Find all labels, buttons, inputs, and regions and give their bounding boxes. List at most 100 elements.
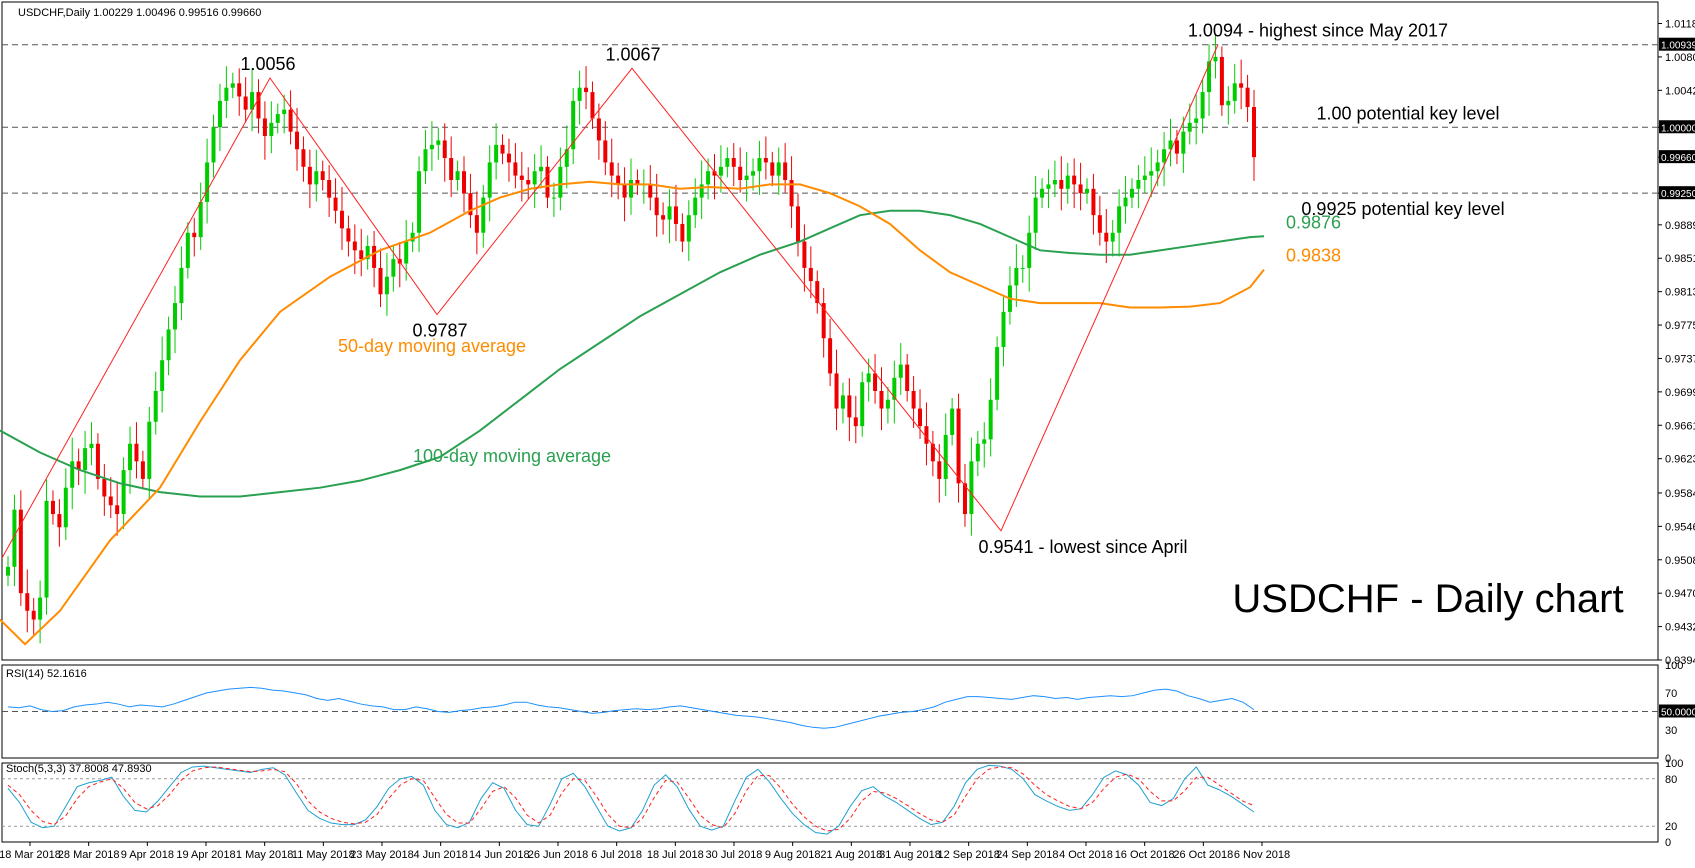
- x-tick-label: 31 Aug 2018: [879, 849, 941, 861]
- candle-body: [1040, 188, 1045, 198]
- candle-body: [706, 171, 711, 185]
- rsi-tick-label: 0: [1665, 753, 1671, 765]
- price-annotation: 1.0056: [240, 54, 295, 74]
- candle-body: [12, 509, 17, 567]
- candle-body: [1162, 149, 1167, 163]
- candle-body: [1200, 92, 1205, 119]
- candle-body: [866, 373, 871, 383]
- candle-body: [102, 478, 107, 497]
- candle-body: [487, 162, 492, 198]
- candle-body: [635, 180, 640, 185]
- price-tick-label: 0.96990: [1665, 387, 1695, 399]
- price-tick-label: 1.00800: [1665, 52, 1695, 64]
- x-tick-label: 4 Oct 2018: [1059, 849, 1113, 861]
- x-tick-label: 18 Mar 2018: [0, 849, 61, 861]
- price-annotation: 0.9925 potential key level: [1301, 199, 1504, 219]
- x-tick-label: 21 Aug 2018: [820, 849, 882, 861]
- rsi-tick-label: 50.0000: [1661, 708, 1695, 719]
- price-annotation: 0.9838: [1286, 246, 1341, 266]
- price-tick-label: 0.97750: [1665, 320, 1695, 332]
- price-tick-label: 0.98510: [1665, 253, 1695, 265]
- candle-body: [1110, 232, 1115, 242]
- candle-body: [789, 180, 794, 207]
- candle-body: [873, 373, 878, 391]
- candle-body: [1194, 118, 1199, 123]
- candle-body: [1091, 188, 1096, 216]
- rsi-panel: 100 70 50.0000 30 0: [1, 660, 1695, 765]
- candle-body: [545, 166, 550, 198]
- candle-body: [1104, 232, 1109, 242]
- candle-body: [975, 443, 980, 462]
- candle-body: [1226, 100, 1231, 106]
- x-tick-label: 14 Jun 2018: [469, 849, 530, 861]
- candle-body: [526, 180, 531, 185]
- candle-body: [372, 245, 377, 268]
- candle-body: [339, 210, 344, 229]
- price-tick-label: 1.01180: [1665, 19, 1695, 31]
- x-tick-label: 18 Jul 2018: [647, 849, 704, 861]
- candle-body: [76, 461, 81, 471]
- candle-body: [1046, 184, 1051, 189]
- candle-body: [50, 500, 55, 515]
- candle-body: [654, 197, 659, 216]
- stoch-tick-label: 80: [1665, 774, 1677, 786]
- x-tick-label: 12 Sep 2018: [937, 849, 999, 861]
- candle-body: [262, 118, 267, 137]
- candle-body: [776, 162, 781, 176]
- stoch-tick-label: 100: [1665, 758, 1683, 770]
- candle-body: [956, 408, 961, 484]
- candle-body: [1207, 61, 1212, 93]
- candle-body: [564, 149, 569, 167]
- price-label-text: 0.99660: [1661, 153, 1695, 164]
- candle-body: [1245, 87, 1250, 108]
- x-tick-label: 9 Apr 2018: [121, 849, 174, 861]
- candle-body: [301, 149, 306, 167]
- candle-body: [577, 87, 582, 101]
- price-label-box: [1659, 120, 1695, 134]
- panel-frame: [1, 762, 1659, 843]
- candle-body: [25, 593, 30, 611]
- candle-body: [795, 206, 800, 242]
- candle-body: [217, 100, 222, 128]
- candle-body: [31, 610, 36, 620]
- candle-body: [603, 140, 608, 163]
- candle-body: [1078, 184, 1083, 194]
- candle-body: [995, 347, 1000, 400]
- ma100-line: [0, 209, 1265, 498]
- candle-body: [179, 267, 184, 304]
- panel-frame: [1, 1, 1659, 661]
- ma50-line: [0, 180, 1265, 646]
- candle-body: [1187, 122, 1192, 132]
- candle-body: [160, 360, 165, 391]
- candle-body: [962, 483, 967, 515]
- candle-body: [937, 461, 942, 479]
- candle-body: [860, 382, 865, 427]
- candle-body: [821, 303, 826, 339]
- price-label-text: 0.99250: [1661, 189, 1695, 200]
- candle-body: [731, 158, 736, 167]
- candle-body: [198, 201, 203, 238]
- zigzag-trend-line: [1, 44, 1219, 559]
- candle-body: [1239, 83, 1244, 88]
- candle-body: [571, 100, 576, 150]
- candle-body: [83, 448, 88, 471]
- candle-body: [513, 162, 518, 176]
- candle-body: [1219, 56, 1224, 106]
- candle-body: [853, 417, 858, 427]
- candle-body: [763, 158, 768, 163]
- candle-body: [943, 434, 948, 479]
- price-tick-label: 0.98130: [1665, 287, 1695, 299]
- candle-body: [590, 92, 595, 119]
- candle-body: [185, 232, 190, 268]
- stoch-tick-label: 20: [1665, 821, 1677, 833]
- candle-body: [269, 122, 274, 137]
- candle-body: [391, 259, 396, 277]
- candle-body: [140, 461, 145, 479]
- candle-body: [211, 127, 216, 163]
- candle-body: [474, 215, 479, 233]
- candle-body: [905, 364, 910, 391]
- price-label-text: 1.00000: [1661, 123, 1695, 134]
- candle-body: [468, 193, 473, 216]
- candle-body: [494, 144, 499, 163]
